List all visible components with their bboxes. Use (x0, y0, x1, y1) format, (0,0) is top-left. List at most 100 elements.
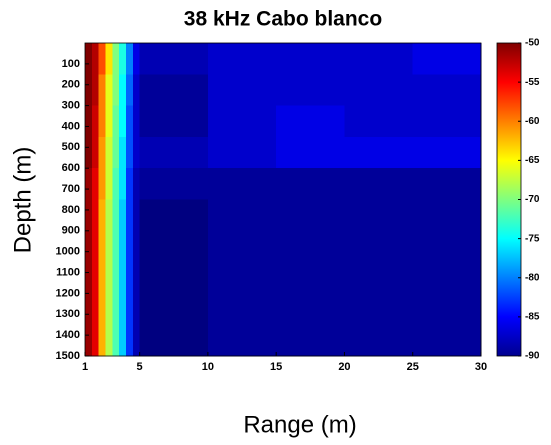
heatmap-cell (98, 262, 106, 294)
colorbar-tick-label: -85 (525, 312, 540, 323)
x-tick-label: 25 (407, 361, 419, 373)
heatmap-cell (276, 136, 345, 169)
heatmap-cell (105, 136, 113, 169)
heatmap-cell (139, 293, 209, 326)
x-tick-label: 30 (475, 361, 487, 373)
heatmap-cell (85, 136, 93, 169)
colorbar-tick-label: -80 (525, 272, 540, 283)
colorbar-tick-label: -55 (525, 77, 540, 88)
chart-title: 38 kHz Cabo blanco (184, 8, 382, 31)
colorbar (496, 42, 522, 357)
heatmap-cell (119, 230, 127, 263)
heatmap-cell (98, 136, 106, 169)
heatmap-cell (344, 168, 414, 200)
heatmap-cell (412, 230, 482, 263)
heatmap-cell (132, 199, 141, 232)
heatmap-cell (344, 74, 414, 107)
heatmap-cell (91, 136, 100, 169)
heatmap-cell (105, 168, 113, 200)
heatmap-cell (344, 262, 414, 294)
heatmap-cell (207, 168, 277, 200)
heatmap-cell (125, 262, 134, 294)
y-tick-label: 1500 (56, 350, 80, 362)
heatmap-cell (207, 199, 277, 232)
heatmap-cell (132, 105, 141, 138)
heatmap-cell (112, 136, 120, 169)
heatmap-cell (85, 105, 93, 138)
heatmap-cell (132, 74, 141, 107)
heatmap-cell (125, 136, 134, 169)
heatmap-cell (207, 324, 277, 357)
y-tick-label: 600 (62, 162, 80, 174)
plot-frame (84, 42, 482, 357)
y-tick-label: 1200 (56, 287, 80, 299)
heatmap-cell (207, 105, 277, 138)
heatmap-cell (344, 230, 414, 263)
heatmap-cell (119, 199, 127, 232)
heatmap-cell (105, 43, 113, 75)
y-tick-label: 300 (62, 100, 80, 112)
heatmap-cell (91, 293, 100, 326)
y-tick-label: 100 (62, 58, 80, 70)
colorbar-tick-label: -60 (525, 116, 540, 127)
heatmap-cell (85, 293, 93, 326)
y-tick-label: 800 (62, 204, 80, 216)
heatmap-cell (344, 136, 414, 169)
heatmap-cell (112, 105, 120, 138)
heatmap-cell (344, 324, 414, 357)
heatmap-cell (139, 136, 209, 169)
heatmap-cell (105, 230, 113, 263)
heatmap-cell (344, 293, 414, 326)
heatmap-cell (119, 105, 127, 138)
heatmap-cell (412, 74, 482, 107)
heatmap-cell (112, 199, 120, 232)
heatmap-cell (344, 105, 414, 138)
heatmap-cell (105, 324, 113, 357)
heatmap-cell (119, 293, 127, 326)
heatmap-cell (412, 199, 482, 232)
heatmap-cell (125, 293, 134, 326)
heatmap-cell (119, 262, 127, 294)
heatmap-cell (344, 43, 414, 75)
heatmap-cell (85, 168, 93, 200)
heatmap-cell (119, 43, 127, 75)
y-axis-label: Depth (m) (9, 147, 36, 254)
heatmap-cell (276, 262, 345, 294)
heatmap-cell (125, 324, 134, 357)
y-tick-label: 1400 (56, 329, 80, 341)
heatmap-cell (132, 43, 141, 75)
heatmap-cell (98, 43, 106, 75)
heatmap-cell (125, 105, 134, 138)
heatmap-cell (91, 199, 100, 232)
heatmap-cell (132, 293, 141, 326)
heatmap-cell (132, 230, 141, 263)
heatmap-cell (412, 293, 482, 326)
y-tick-label: 1000 (56, 246, 80, 258)
heatmap-cell (91, 230, 100, 263)
colorbar-tick-label: -75 (525, 233, 540, 244)
y-tick-label: 400 (62, 120, 80, 132)
heatmap-cell (276, 168, 345, 200)
heatmap-cell (125, 199, 134, 232)
y-tick-label: 1300 (56, 308, 80, 320)
heatmap-cell (112, 293, 120, 326)
heatmap-cell (119, 136, 127, 169)
y-tick-label: 900 (62, 225, 80, 237)
heatmap-cell (91, 74, 100, 107)
heatmap-cell (98, 293, 106, 326)
heatmap-cell (412, 43, 482, 75)
heatmap-cell (119, 324, 127, 357)
heatmap-cell (276, 105, 345, 138)
heatmap-cell (125, 43, 134, 75)
heatmap-cell (207, 230, 277, 263)
heatmap-cell (276, 199, 345, 232)
heatmap-cell (139, 74, 209, 107)
heatmap-cell (139, 105, 209, 138)
y-tick-label: 700 (62, 183, 80, 195)
heatmap-cell (85, 324, 93, 357)
heatmap-cell (207, 262, 277, 294)
heatmap-cell (207, 136, 277, 169)
heatmap-cell (132, 324, 141, 357)
colorbar-tick-label: -90 (525, 351, 540, 362)
